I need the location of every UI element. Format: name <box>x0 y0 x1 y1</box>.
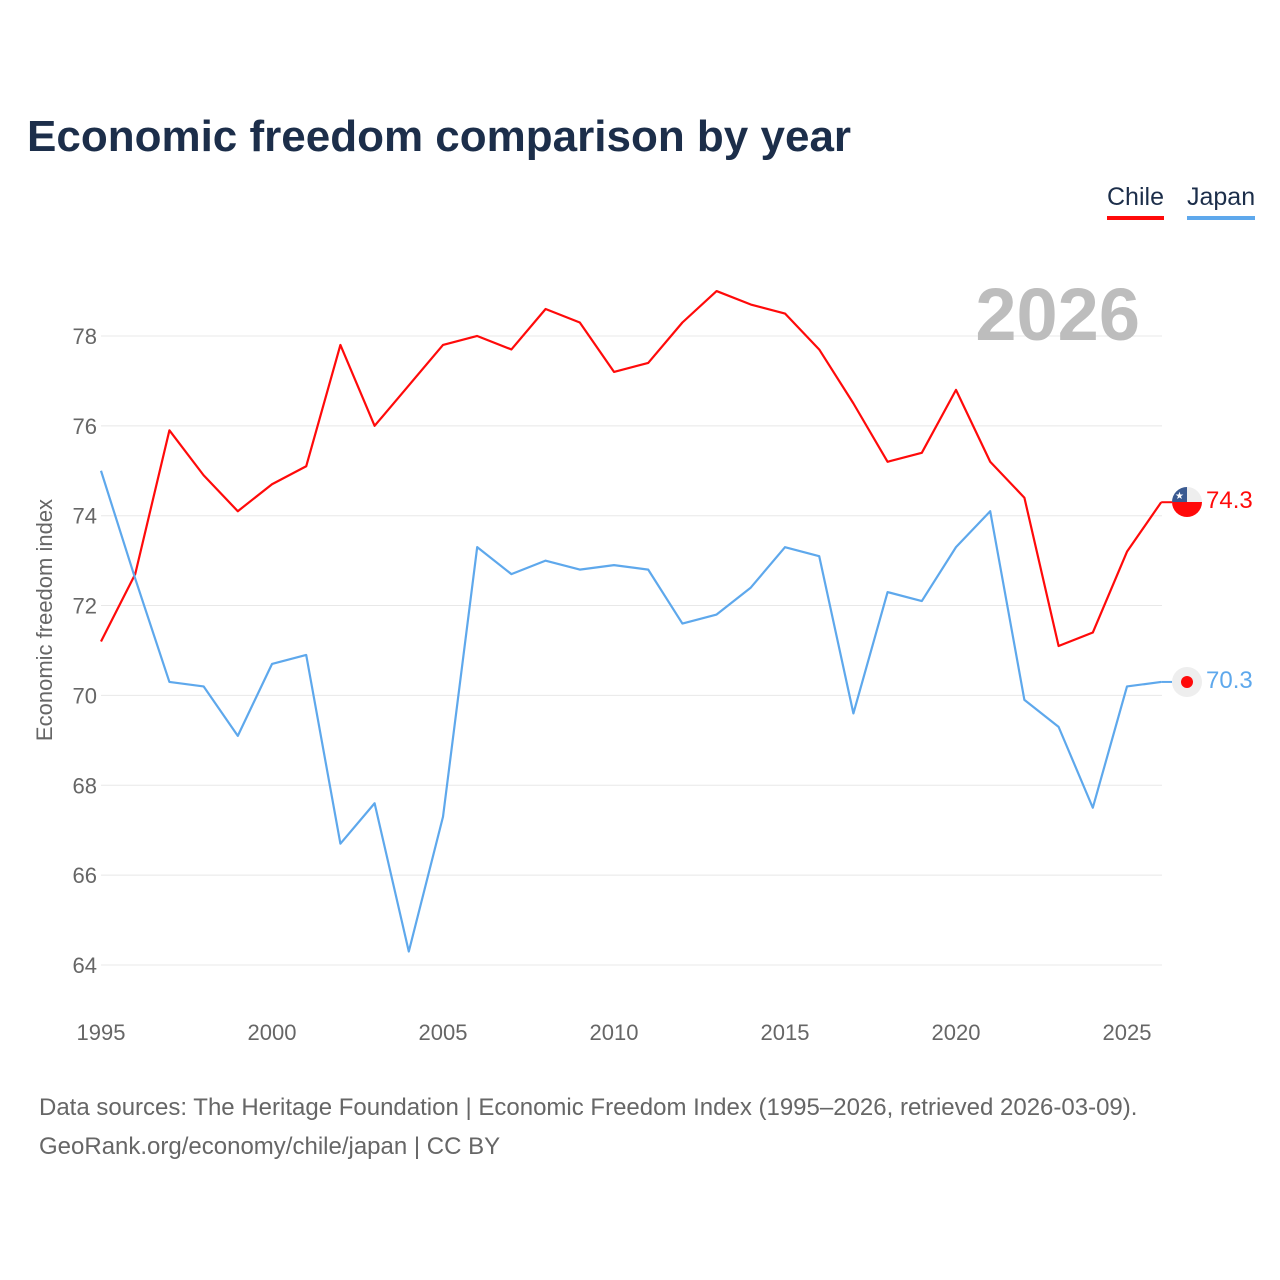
japan-flag-icon <box>1172 667 1202 697</box>
source-line-1: Data sources: The Heritage Foundation | … <box>39 1094 1138 1121</box>
y-tick-label: 70 <box>73 683 97 708</box>
chile-end-label: 74.3 <box>1206 487 1253 514</box>
chile-flag-icon: ★ <box>1172 487 1202 517</box>
source-line-2[interactable]: GeoRank.org/economy/chile/japan | CC BY <box>39 1133 501 1160</box>
y-tick-label: 68 <box>73 773 97 798</box>
y-tick-label: 76 <box>73 414 97 439</box>
source-note: Data sources: The Heritage Foundation | … <box>39 1088 1137 1166</box>
legend-japan[interactable]: Japan <box>1187 183 1256 220</box>
y-tick-label: 64 <box>73 953 97 978</box>
chart-title: Economic freedom comparison by year <box>27 112 852 161</box>
svg-text:★: ★ <box>1175 491 1184 502</box>
x-tick-label: 2005 <box>419 1020 468 1045</box>
x-tick-label: 2000 <box>248 1020 297 1045</box>
series-line-japan[interactable] <box>99 470 1162 953</box>
legend-chile[interactable]: Chile <box>1107 183 1164 220</box>
x-tick-label: 2010 <box>590 1020 639 1045</box>
y-axis-label: Economic freedom index <box>32 499 57 741</box>
y-tick-label: 74 <box>73 504 97 529</box>
japan-end-label: 70.3 <box>1206 667 1253 694</box>
y-tick-label: 66 <box>73 863 97 888</box>
series-line-chile[interactable] <box>100 289 1163 648</box>
year-watermark: 2026 <box>975 273 1140 356</box>
x-tick-label: 2015 <box>761 1020 810 1045</box>
x-tick-label: 1995 <box>77 1020 126 1045</box>
x-tick-label: 2025 <box>1103 1020 1152 1045</box>
y-tick-label: 78 <box>73 324 97 349</box>
x-tick-label: 2020 <box>932 1020 981 1045</box>
y-tick-label: 72 <box>73 594 97 619</box>
